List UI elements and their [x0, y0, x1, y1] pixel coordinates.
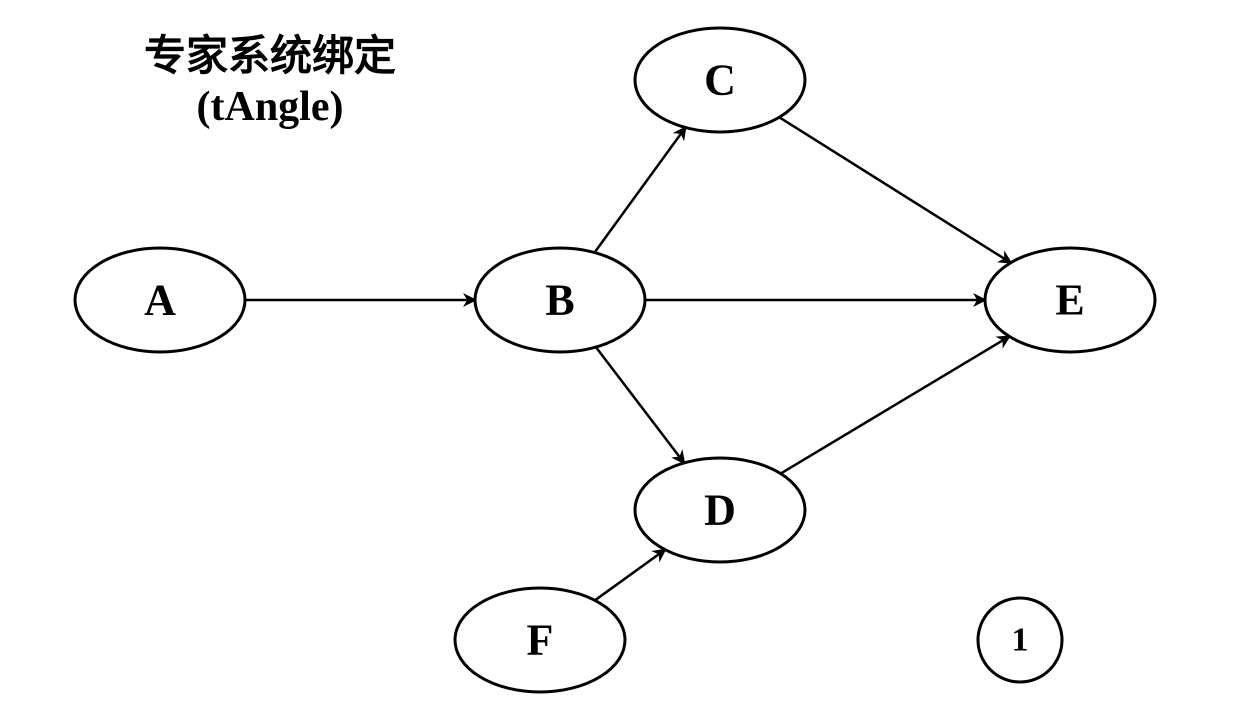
- edge-D-E: [781, 336, 1010, 473]
- edge-B-C: [595, 128, 686, 253]
- node-F: F: [455, 588, 625, 692]
- node-C: C: [635, 28, 805, 132]
- node-label-1: 1: [1012, 622, 1029, 659]
- edge-F-D: [595, 550, 665, 601]
- node-E: E: [985, 248, 1155, 352]
- node-label-D: D: [704, 486, 736, 535]
- node-1: 1: [978, 598, 1062, 682]
- node-A: A: [75, 248, 245, 352]
- node-label-A: A: [144, 276, 176, 325]
- node-label-C: C: [704, 56, 736, 105]
- node-B: B: [475, 248, 645, 352]
- node-label-B: B: [545, 276, 574, 325]
- node-D: D: [635, 458, 805, 562]
- node-label-F: F: [527, 616, 554, 665]
- edge-C-E: [779, 117, 1010, 262]
- title-line1: 专家系统绑定: [144, 33, 396, 80]
- edge-B-D: [596, 347, 684, 463]
- node-label-E: E: [1055, 276, 1084, 325]
- title-line2: (tAngle): [197, 84, 344, 130]
